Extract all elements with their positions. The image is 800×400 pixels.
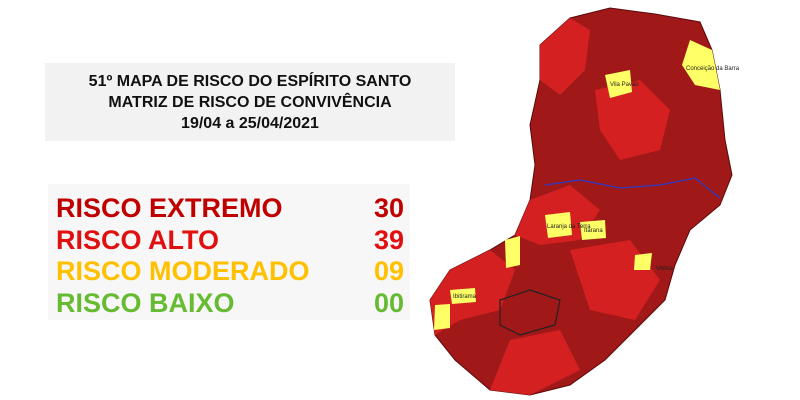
title-line: 51º MAPA DE RISCO DO ESPÍRITO SANTO — [88, 72, 412, 90]
map: Vila Pavão Conceição da Barra Laranja da… — [429, 7, 740, 396]
title-line: 19/04 a 25/04/2021 — [181, 114, 319, 132]
risk-count: 30 — [373, 193, 404, 223]
region — [595, 80, 670, 160]
region-moderate — [634, 253, 652, 270]
map-label: Laranja da Terra — [547, 224, 591, 230]
region — [540, 18, 590, 95]
risk-label: RISCO ALTO — [56, 224, 220, 255]
region-moderate — [434, 304, 450, 330]
risk-row: RISCO BAIXO 00 — [56, 287, 404, 319]
risk-row: RISCO MODERADO 09 — [56, 255, 404, 287]
risk-row: RISCO ALTO 39 — [56, 224, 404, 256]
risk-legend: RISCO EXTREMO 30 RISCO ALTO 39 RISCO MODERAD… — [48, 184, 410, 320]
risk-label: RISCO EXTREMO — [56, 193, 283, 223]
risk-count: 00 — [373, 287, 404, 318]
region-moderate — [605, 70, 632, 98]
title-box: 51º MAPA DE RISCO DO ESPÍRITO SANTO MATR… — [45, 63, 455, 141]
risk-row: RISCO EXTREMO 30 — [56, 192, 404, 224]
region-moderate — [580, 220, 606, 240]
risk-count: 09 — [373, 256, 404, 286]
map-label: Vila Pavão — [610, 82, 639, 88]
map-label: Ibitirama — [453, 294, 477, 300]
border — [499, 289, 561, 336]
title-line: MATRIZ DE RISCO DE CONVIVÊNCIA — [108, 93, 392, 111]
region-moderate — [450, 288, 476, 304]
region-moderate — [545, 212, 572, 238]
region-moderate — [682, 40, 720, 90]
risk-count: 39 — [373, 224, 404, 255]
map-label: Vitória — [656, 266, 674, 272]
risk-label: RISCO MODERADO — [56, 256, 310, 286]
river — [544, 177, 721, 199]
region — [490, 330, 580, 395]
risk-label: RISCO BAIXO — [56, 287, 235, 318]
map-label: Conceição da Barra — [686, 66, 740, 72]
map-label: Itarana — [584, 228, 603, 234]
region-moderate — [505, 236, 520, 268]
